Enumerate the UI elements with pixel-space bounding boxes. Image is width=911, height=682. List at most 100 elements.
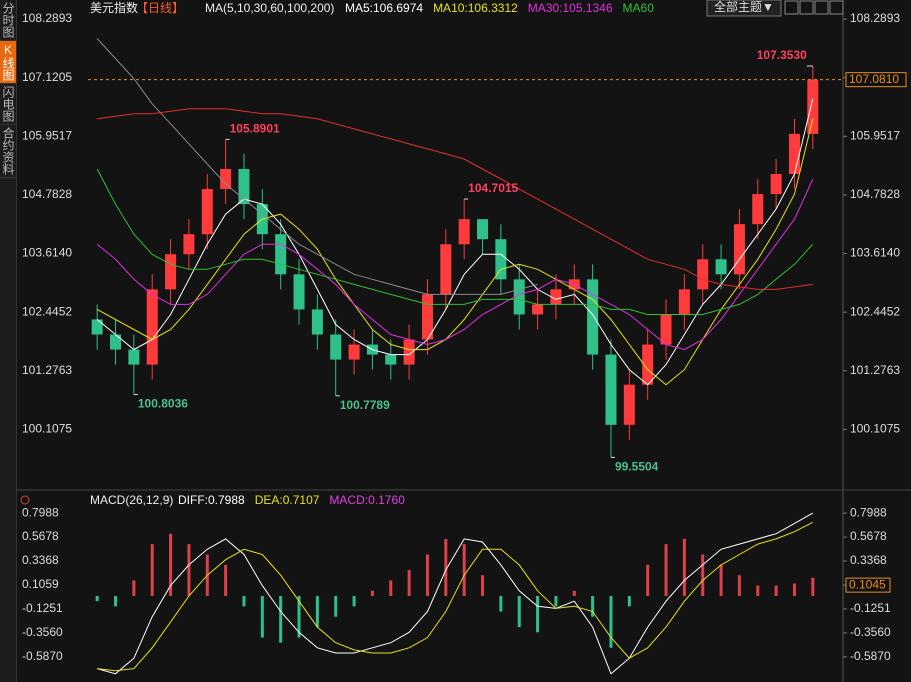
candle-body bbox=[220, 168, 232, 190]
macd-bar bbox=[389, 580, 393, 596]
macd-bar bbox=[150, 544, 154, 596]
macd-bar bbox=[701, 554, 705, 596]
theme-button[interactable]: 全部主题▼ bbox=[714, 0, 774, 14]
sidebar: 分时图 K线图 闪电图 合约资料 bbox=[0, 0, 17, 682]
macd-bar bbox=[554, 595, 558, 607]
candle-body bbox=[642, 344, 654, 385]
candle-body bbox=[697, 259, 709, 290]
candle-body bbox=[623, 384, 635, 425]
candle-body bbox=[458, 219, 470, 245]
extreme-label: 107.3530 bbox=[757, 48, 807, 62]
y-tick-label: 0.1059 bbox=[22, 577, 59, 591]
candle-body bbox=[733, 224, 745, 275]
y-tick-label: 104.7828 bbox=[850, 187, 900, 201]
y-tick-label: 100.1075 bbox=[22, 422, 72, 436]
sidebar-tab[interactable]: 合约资料 bbox=[0, 125, 16, 178]
macd-bar bbox=[481, 575, 485, 596]
sidebar-tab[interactable]: 闪电图 bbox=[0, 84, 16, 125]
candle-body bbox=[201, 189, 213, 235]
legend-entry: DIFF:0.7988 bbox=[178, 493, 245, 507]
y-tick-label: 0.3368 bbox=[850, 553, 887, 567]
y-tick-label: 0.7988 bbox=[22, 505, 59, 519]
legend-entry: MACD:0.1760 bbox=[329, 493, 405, 507]
candle-body bbox=[293, 274, 305, 310]
candle-body bbox=[183, 234, 195, 255]
macd-bar bbox=[591, 595, 595, 617]
candle-body bbox=[330, 334, 342, 360]
legend-entry: MA60 bbox=[623, 1, 655, 15]
candle-body bbox=[807, 79, 819, 134]
candle-body bbox=[605, 354, 617, 425]
y-tick-label: 107.1205 bbox=[22, 70, 72, 84]
candle-body bbox=[421, 294, 433, 340]
cursor-label: 0.1045 bbox=[849, 577, 886, 591]
y-tick-label: 0.3368 bbox=[22, 553, 59, 567]
last-price-label: 107.0810 bbox=[849, 72, 899, 86]
legend-entry: MA30:105.1346 bbox=[528, 1, 613, 15]
macd-bar bbox=[462, 544, 466, 596]
y-tick-label: -0.1251 bbox=[850, 601, 891, 615]
ma-line bbox=[97, 108, 813, 290]
y-tick-label: -0.3560 bbox=[850, 625, 891, 639]
candle-body bbox=[495, 239, 507, 280]
candle-body bbox=[146, 289, 158, 365]
y-tick-label: 102.4452 bbox=[850, 304, 900, 318]
candle-body bbox=[477, 219, 489, 240]
theme-button-box[interactable] bbox=[706, 0, 782, 17]
legend-entry: MA10:106.3312 bbox=[433, 1, 518, 15]
y-tick-label: 0.5678 bbox=[22, 529, 59, 543]
macd-bar bbox=[572, 590, 576, 596]
macd-bar bbox=[774, 585, 778, 596]
y-tick-label: 105.9517 bbox=[22, 128, 72, 142]
last-price-box bbox=[845, 72, 907, 88]
macd-line bbox=[97, 521, 814, 672]
candle-body bbox=[275, 234, 287, 275]
cursor-box bbox=[845, 577, 891, 593]
macd-bar bbox=[95, 595, 99, 602]
macd-bar bbox=[224, 564, 228, 596]
ma-line bbox=[96, 168, 814, 315]
indicator: MA(5,10,30,60,100,200) bbox=[205, 1, 334, 15]
candle-body bbox=[348, 344, 360, 360]
ma-line bbox=[96, 118, 814, 386]
macd-bar bbox=[536, 595, 540, 633]
macd-bar bbox=[499, 595, 503, 612]
ma-line bbox=[96, 178, 814, 351]
candle-body bbox=[752, 194, 764, 225]
legend-entry: DEA:0.7107 bbox=[255, 493, 320, 507]
macd-bar bbox=[279, 595, 283, 643]
ma-line bbox=[96, 38, 538, 295]
y-tick-label: 0.5678 bbox=[850, 529, 887, 543]
macd-bar bbox=[719, 564, 723, 596]
y-tick-label: 108.2893 bbox=[850, 11, 900, 25]
sidebar-tab[interactable]: 分时图 bbox=[0, 0, 16, 41]
y-tick-label: -0.3560 bbox=[22, 625, 63, 639]
macd-bar bbox=[169, 533, 173, 596]
y-tick-label: 104.7828 bbox=[22, 187, 72, 201]
y-tick-label: 105.9517 bbox=[850, 128, 900, 142]
candle-body bbox=[660, 314, 672, 345]
extreme-label: 100.7789 bbox=[340, 398, 390, 412]
settings-icon[interactable] bbox=[20, 495, 30, 505]
y-tick-label: 100.1075 bbox=[850, 422, 900, 436]
macd-bar bbox=[334, 595, 338, 617]
macd-bar bbox=[114, 595, 118, 607]
macd-bar bbox=[187, 544, 191, 596]
macd-bar bbox=[260, 595, 264, 638]
candle-body bbox=[678, 289, 690, 315]
macd-bar bbox=[682, 538, 686, 596]
macd-bar bbox=[517, 595, 521, 628]
extreme-label: 105.8901 bbox=[230, 122, 280, 136]
extreme-label: 104.7015 bbox=[468, 181, 518, 195]
candle-body bbox=[385, 354, 397, 365]
macd-bar bbox=[444, 538, 448, 596]
macd-bar bbox=[297, 595, 301, 638]
ma-line bbox=[96, 98, 814, 386]
candle-body bbox=[403, 339, 415, 365]
candle-body bbox=[550, 289, 562, 305]
y-tick-label: 101.2763 bbox=[850, 363, 900, 377]
sidebar-tab[interactable]: K线图 bbox=[0, 41, 16, 84]
chart-title: 美元指数 bbox=[90, 0, 138, 15]
